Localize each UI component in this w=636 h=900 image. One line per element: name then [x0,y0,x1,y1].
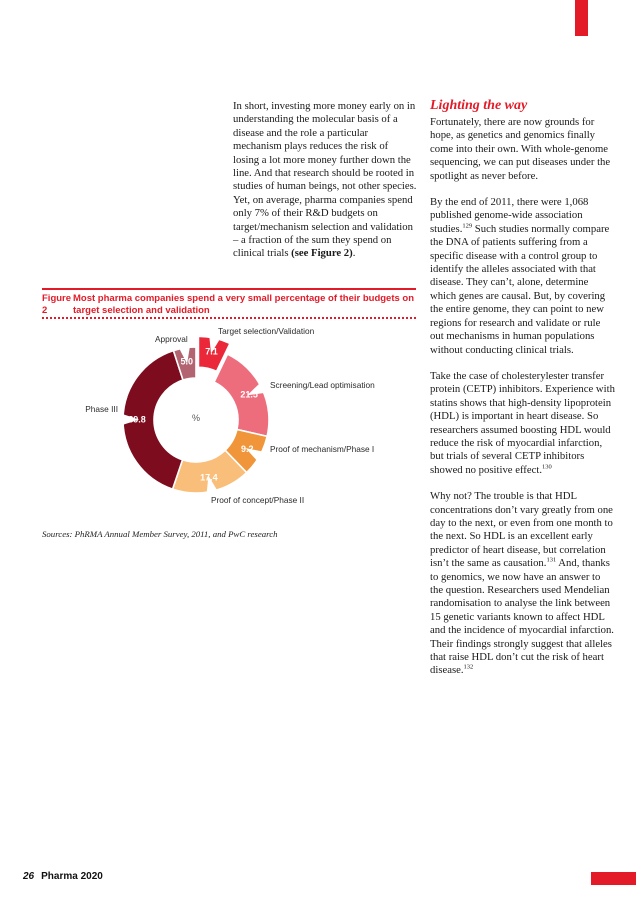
page-number: 26 [23,871,35,882]
donut-center-label: % [191,413,200,423]
slice-label-proof-of-mechanism: Proof of mechanism/Phase I [270,444,375,454]
figure-title: Figure 2 Most pharma companies spend a v… [42,293,420,316]
slice-callout-notch [245,448,264,462]
body-paragraph: Fortunately, there are now grounds for h… [430,116,611,182]
donut-chart: 7.1 21.5 9.2 17.4 39.8 5.0 [121,335,270,495]
donut-slice [122,349,185,491]
slice-label-approval: Approval [155,334,188,344]
page-corner-mark-top [575,0,588,36]
slice-value-label: 5.0 [181,357,194,367]
figure-caption-line1: Most pharma companies spend a very small… [73,293,415,304]
body-paragraph: Why not? The trouble is that HDL concent… [430,490,614,677]
figure-caption: Most pharma companies spend a very small… [73,293,414,316]
slice-callout-notch [209,335,221,354]
section-heading: Lighting the way [430,98,528,113]
slice-callout-notch [178,345,191,364]
figure-rule-top [42,288,416,290]
slice-label-proof-of-concept: Proof of concept/Phase II [211,495,305,505]
body-column-right: Lighting the way Fortunately, there are … [430,98,616,691]
slice-label-screening: Screening/Lead optimisation [270,380,375,390]
body-column-left: In short, investing more money early on … [233,100,417,274]
figure-2-donut-chart: 7.1 21.5 9.2 17.4 39.8 5.0 Target selection/V… [42,325,420,550]
slice-value-label: 9.2 [241,444,254,454]
page-footer: 26 Pharma 2020 [23,871,103,882]
slice-callout-notch [206,475,219,495]
slice-value-label: 21.5 [240,389,258,399]
figure-label: Figure 2 [42,293,72,316]
slice-label-phase-iii: Phase III [85,404,118,414]
slice-value-label: 17.4 [200,473,218,483]
brand-name: Pharma 2020 [41,871,103,882]
body-paragraph: By the end of 2011, there were 1,068 pub… [430,196,610,356]
figure-caption-line2: target selection and validation [73,304,210,316]
donut-slice [197,335,231,373]
body-paragraph: In short, investing more money early on … [233,100,417,260]
body-paragraph: Take the case of cholesterylester transf… [430,369,615,476]
slice-callout-notch [247,382,266,396]
figure-rule-dotted [42,317,416,319]
figure-sources: Sources: PhRMA Annual Member Survey, 201… [42,529,278,539]
page-corner-mark-bottom [591,872,636,885]
slice-value-label: 7.1 [205,347,218,357]
slice-label-target-selection: Target selection/Validation [218,326,315,336]
slice-value-label: 39.8 [128,415,146,425]
slice-callout-notch [121,413,139,426]
